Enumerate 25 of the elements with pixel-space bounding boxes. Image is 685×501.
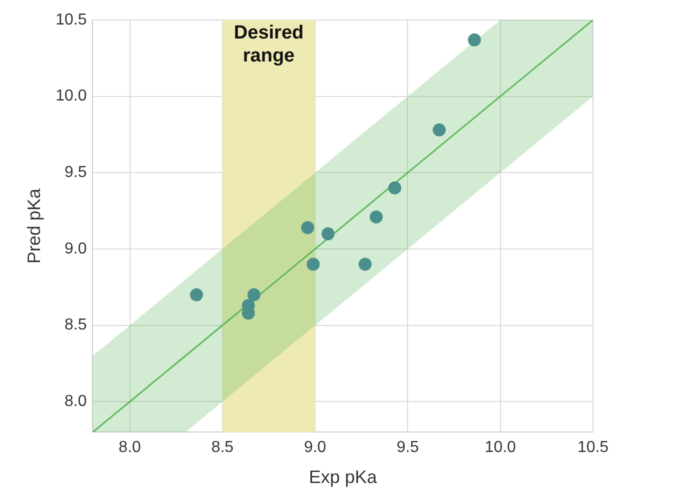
- y-tick-label: 10.0: [56, 88, 87, 105]
- point: [388, 181, 402, 194]
- x-tick-label: 8.5: [211, 439, 234, 456]
- y-tick-label: 9.5: [64, 164, 87, 182]
- x-tick-label: 8.0: [118, 439, 142, 456]
- x-tick-label: 10.0: [484, 439, 516, 456]
- y-tick-label: 10.5: [56, 11, 87, 28]
- point: [370, 210, 383, 224]
- x-axis-title: Exp pKa: [308, 467, 378, 488]
- point: [468, 33, 481, 46]
- y-axis-title: Pred pKa: [24, 188, 44, 264]
- y-tick-label: 9.0: [64, 240, 87, 258]
- band-label: Desired range: [234, 22, 304, 67]
- x-tick-label: 9.5: [396, 439, 419, 456]
- y-tick-label: 8.0: [64, 393, 87, 410]
- x-tick-label: 10.5: [577, 439, 609, 456]
- point: [190, 288, 203, 302]
- point: [432, 123, 446, 136]
- point: [306, 258, 320, 271]
- x-tick-label: 9.0: [304, 439, 326, 456]
- point: [301, 221, 314, 234]
- point: [247, 288, 260, 302]
- point: [322, 227, 335, 240]
- y-tick-label: 8.5: [64, 316, 87, 334]
- point: [358, 258, 372, 271]
